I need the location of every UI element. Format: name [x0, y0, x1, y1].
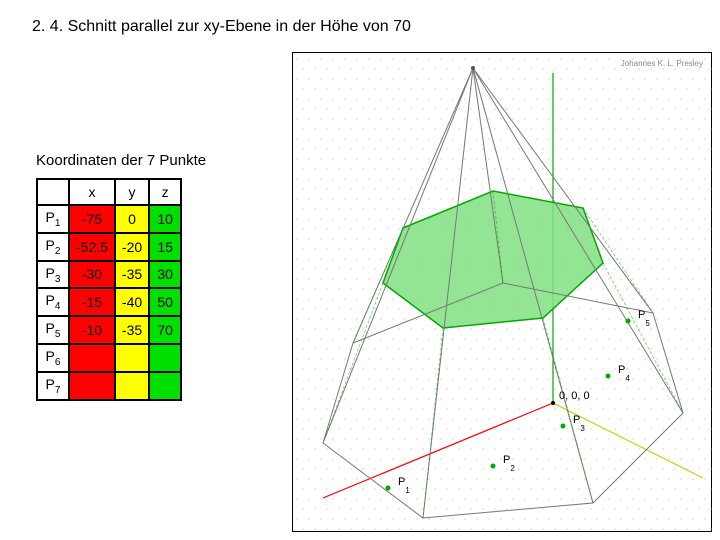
row-label: P2: [37, 233, 69, 261]
cell-z: 10: [149, 205, 181, 233]
row-label: P7: [37, 372, 69, 400]
header-z: z: [149, 179, 181, 205]
cell-x: -52,5: [69, 233, 115, 261]
cell-y: -40: [115, 288, 149, 316]
cell-z: [149, 372, 181, 400]
cell-x: [69, 344, 115, 372]
table-row: P3-30-3530: [37, 261, 181, 289]
table-row: P6: [37, 344, 181, 372]
svg-text:P2: P2: [503, 454, 515, 473]
cell-z: 15: [149, 233, 181, 261]
table-row: P5-10-3570: [37, 316, 181, 344]
row-label: P5: [37, 316, 69, 344]
svg-text:P1: P1: [398, 476, 410, 495]
header-blank: [37, 179, 69, 205]
table-row: P4-15-4050: [37, 288, 181, 316]
row-label: P6: [37, 344, 69, 372]
table-row: P7: [37, 372, 181, 400]
row-label: P1: [37, 205, 69, 233]
cell-y: -35: [115, 261, 149, 289]
cell-z: 50: [149, 288, 181, 316]
cell-y: [115, 344, 149, 372]
table-caption: Koordinaten der 7 Punkte: [36, 152, 206, 169]
cell-y: 0: [115, 205, 149, 233]
watermark-text: Johannes K. L. Presley: [621, 59, 703, 68]
cell-y: -35: [115, 316, 149, 344]
header-y: y: [115, 179, 149, 205]
table-row: P2-52,5-2015: [37, 233, 181, 261]
table-header-row: x y z: [37, 179, 181, 205]
svg-text:0, 0, 0: 0, 0, 0: [559, 390, 590, 402]
cell-x: -15: [69, 288, 115, 316]
cell-y: [115, 372, 149, 400]
row-label: P3: [37, 261, 69, 289]
svg-text:P3: P3: [573, 414, 585, 433]
cell-x: -10: [69, 316, 115, 344]
cell-z: [149, 344, 181, 372]
cell-z: 70: [149, 316, 181, 344]
row-label: P4: [37, 288, 69, 316]
header-x: x: [69, 179, 115, 205]
cell-x: -30: [69, 261, 115, 289]
diagram-svg: P1P2P3P4P50, 0, 0: [293, 53, 713, 533]
section-title: 2. 4. Schnitt parallel zur xy-Ebene in d…: [32, 18, 411, 36]
cell-x: -75: [69, 205, 115, 233]
cell-y: -20: [115, 233, 149, 261]
cell-x: [69, 372, 115, 400]
geometry-diagram: Johannes K. L. Presley P1P2P3P4P50, 0, 0: [292, 52, 712, 532]
table-row: P1-75010: [37, 205, 181, 233]
coordinate-table: x y z P1-75010P2-52,5-2015P3-30-3530P4-1…: [36, 178, 182, 401]
cell-z: 30: [149, 261, 181, 289]
svg-text:P4: P4: [618, 364, 630, 383]
